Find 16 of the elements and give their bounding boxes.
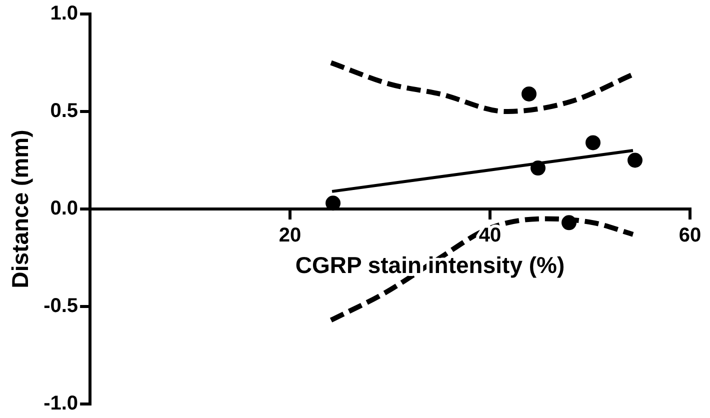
y-tick-label: -0.5: [44, 295, 78, 318]
y-tick-label: 0.5: [50, 100, 78, 122]
point: [326, 196, 341, 211]
point: [522, 86, 537, 102]
x-tick-label: 40: [478, 224, 502, 247]
point: [530, 160, 546, 176]
y-tick-label: 1.0: [50, 2, 78, 25]
x-tick-label: 60: [678, 224, 702, 247]
y-axis-title: Distance (mm): [7, 130, 34, 288]
x-axis-title: CGRP stain intensity (%): [295, 252, 565, 278]
x-tick-label: 20: [278, 224, 302, 247]
point: [586, 135, 601, 150]
y-tick-label: -1.0: [44, 392, 78, 415]
y-tick-label: 0.0: [50, 198, 78, 220]
point: [562, 215, 577, 230]
point: [628, 152, 643, 168]
